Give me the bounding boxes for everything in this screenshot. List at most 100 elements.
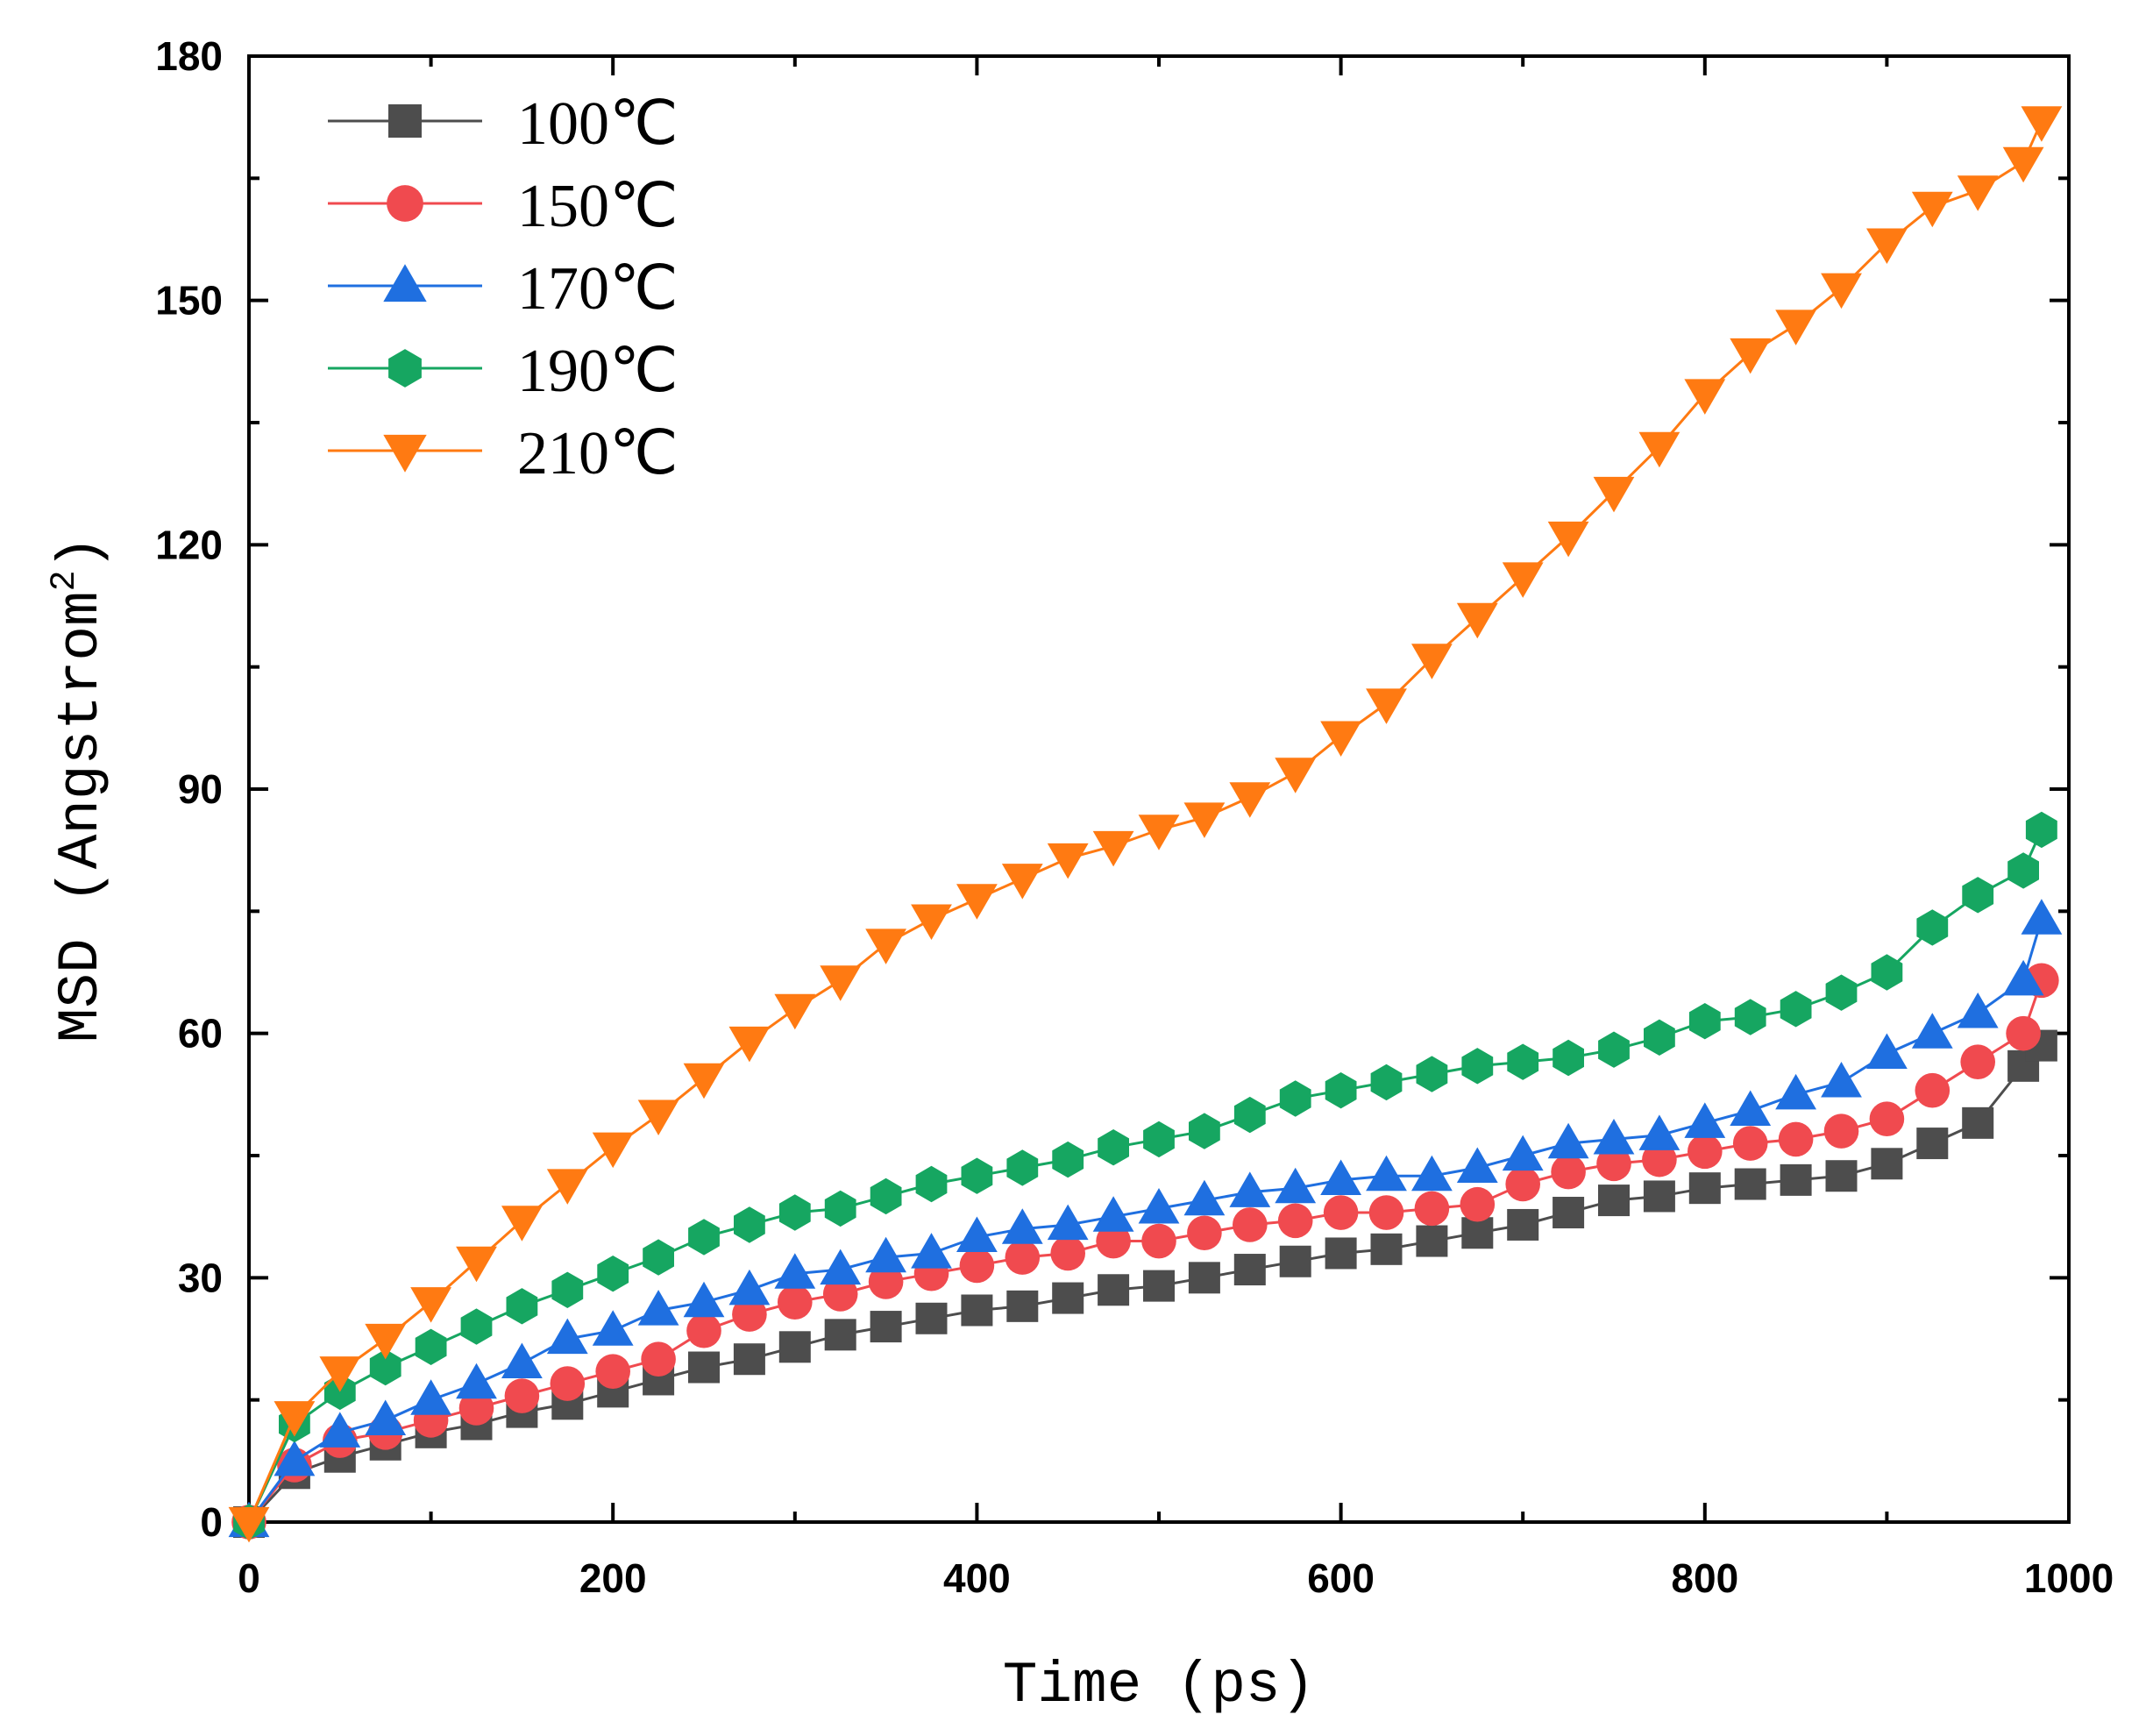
data-point	[1775, 1073, 1816, 1110]
legend-marker	[387, 185, 423, 222]
y-tick-label: 90	[178, 766, 223, 812]
data-point	[1370, 1064, 1403, 1101]
data-point	[546, 1169, 588, 1205]
data-point	[820, 1249, 862, 1285]
data-point	[1368, 1195, 1404, 1230]
data-point	[1411, 644, 1453, 679]
data-point	[1962, 877, 1994, 914]
data-point	[1502, 562, 1544, 598]
data-point	[1957, 993, 1999, 1028]
data-point	[688, 1219, 720, 1256]
data-point	[683, 1281, 725, 1318]
data-point	[1507, 1208, 1539, 1241]
data-point	[1052, 1282, 1084, 1314]
data-point	[1229, 1171, 1271, 1207]
y-axis-title-main: MSD (Angstrom	[48, 591, 114, 1042]
data-point	[456, 1362, 497, 1399]
data-point	[961, 1157, 993, 1194]
data-point	[956, 884, 998, 920]
legend-label: 100℃	[517, 90, 679, 158]
data-point	[1505, 1166, 1540, 1202]
data-point	[1734, 999, 1766, 1035]
data-point	[274, 1440, 316, 1476]
data-point	[1275, 758, 1317, 793]
data-point	[1911, 191, 1953, 228]
data-point	[1005, 1240, 1041, 1275]
data-point	[1823, 1113, 1859, 1149]
legend-item: 210℃	[328, 420, 679, 487]
data-point	[1092, 830, 1134, 867]
data-point	[820, 965, 862, 1001]
data-point	[1644, 1019, 1675, 1056]
data-point	[1598, 1185, 1630, 1217]
data-point	[274, 1401, 316, 1437]
data-point	[732, 1297, 767, 1332]
data-point	[1233, 1207, 1268, 1242]
data-point	[458, 1391, 494, 1426]
y-axis-title: MSD (Angstrom2)	[46, 536, 114, 1043]
data-point	[1006, 1149, 1039, 1186]
data-point	[1187, 1215, 1222, 1251]
x-tick-label: 200	[579, 1555, 647, 1601]
data-point	[1866, 1033, 1908, 1069]
data-point	[1730, 338, 1772, 374]
data-point	[1098, 1274, 1130, 1306]
data-point	[319, 1412, 361, 1448]
legend-marker	[388, 349, 422, 388]
data-point	[1684, 379, 1726, 415]
data-point	[2006, 1015, 2041, 1051]
x-tick-label: 600	[1307, 1555, 1375, 1601]
y-tick-label: 120	[155, 522, 223, 567]
data-point	[774, 993, 816, 1030]
data-point	[1411, 1155, 1453, 1192]
data-point	[1507, 1043, 1539, 1080]
data-point	[504, 1378, 540, 1413]
data-point	[1456, 1147, 1498, 1183]
data-point	[228, 1506, 270, 1543]
data-point	[956, 1216, 998, 1252]
data-point	[1825, 974, 1858, 1011]
y-axis-title-close: )	[48, 536, 114, 571]
legend-label: 170℃	[517, 255, 679, 323]
data-point	[1547, 1122, 1589, 1159]
data-point	[1915, 1072, 1950, 1108]
data-point	[1143, 1270, 1175, 1302]
data-point	[592, 1310, 634, 1346]
axis-ticks	[247, 54, 2071, 1524]
data-point	[1366, 688, 1407, 724]
data-point	[595, 1354, 630, 1389]
data-point	[1092, 1196, 1134, 1232]
data-point	[319, 1356, 361, 1392]
x-tick-label: 1000	[2024, 1555, 2114, 1601]
data-point	[2021, 106, 2063, 142]
data-point	[1320, 1159, 1361, 1195]
data-point	[1598, 1031, 1630, 1068]
data-point	[1414, 1191, 1450, 1227]
data-point	[1001, 864, 1043, 900]
data-point	[1098, 1129, 1129, 1166]
data-point	[1416, 1056, 1448, 1092]
data-point	[2002, 146, 2044, 183]
data-point	[1866, 228, 1908, 264]
data-point	[643, 1239, 674, 1276]
y-tick-label: 60	[178, 1011, 223, 1057]
data-point	[1277, 1203, 1313, 1239]
data-point	[1456, 602, 1498, 639]
data-point	[1684, 1102, 1726, 1138]
data-point	[1780, 991, 1812, 1028]
data-point	[870, 1177, 902, 1215]
data-point	[1688, 1172, 1721, 1205]
data-point	[728, 1269, 771, 1306]
legend-label: 190℃	[517, 338, 679, 405]
data-point	[1050, 1235, 1085, 1271]
data-point	[1233, 1096, 1266, 1134]
data-point	[1962, 1106, 1994, 1139]
data-point	[2025, 811, 2057, 849]
data-point	[1052, 1141, 1084, 1178]
y-tick-label: 180	[155, 33, 223, 79]
data-point	[683, 1063, 725, 1099]
data-point	[501, 1206, 543, 1242]
data-point	[1096, 1223, 1131, 1259]
data-point	[1189, 1113, 1220, 1149]
series-layer	[228, 106, 2063, 1543]
